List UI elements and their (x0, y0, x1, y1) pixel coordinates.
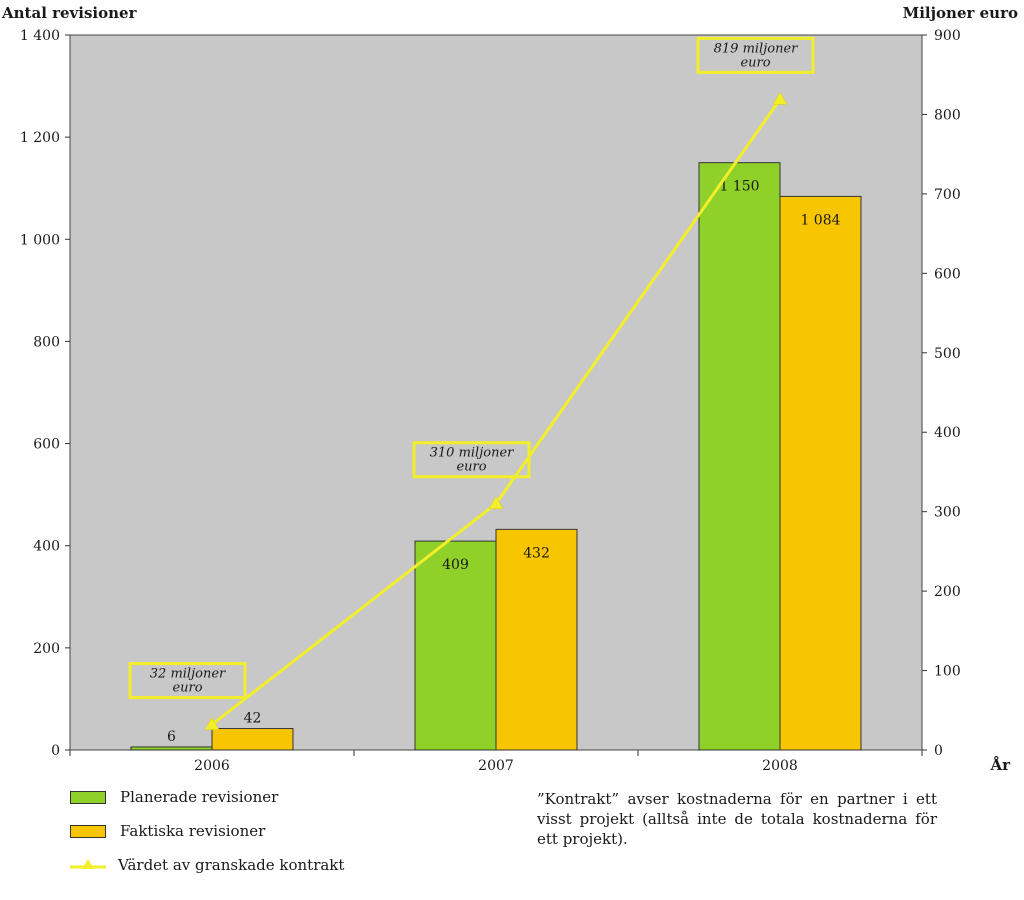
left-tick-label: 1 000 (20, 232, 60, 248)
legend-label-contract-value: Värdet av granskade kontrakt (118, 856, 345, 874)
annotation-line2: euro (740, 55, 770, 70)
right-tick-label: 100 (934, 664, 961, 680)
right-tick-label: 400 (934, 425, 961, 441)
legend-label-planned: Planerade revisioner (120, 788, 279, 806)
bar-value-label: 1 084 (800, 212, 840, 228)
right-tick-label: 0 (934, 743, 943, 759)
x-axis: 2006 2007 2008 (69, 750, 923, 774)
right-tick-label: 300 (934, 505, 961, 521)
left-axis: 0 200 400 600 800 1 000 1 200 1 400 (20, 28, 70, 759)
left-axis-title: Antal revisioner (1, 4, 138, 22)
legend: Planerade revisioner Faktiska revisioner… (70, 780, 344, 882)
right-tick-label: 700 (934, 187, 961, 203)
contract-value-marker (488, 496, 504, 509)
legend-item-actual: Faktiska revisioner (70, 814, 344, 848)
bars: 6 42 409 432 1 150 1 084 (130, 162, 862, 751)
annotation-line1: 310 miljoner (430, 446, 515, 461)
legend-item-contract-value: Värdet av granskade kontrakt (70, 848, 344, 882)
contract-value-line (204, 91, 788, 730)
x-axis-title: År (989, 756, 1011, 774)
annotation-frame (412, 441, 531, 479)
right-tick-label: 800 (934, 107, 961, 123)
contract-value-marker (204, 717, 220, 730)
footnote: ”Kontrakt” avser kostnaderna för en part… (537, 790, 937, 848)
bar-planned (130, 746, 213, 751)
legend-swatch-contract-value (70, 859, 106, 869)
right-tick-label: 600 (934, 266, 961, 282)
left-tick-label: 600 (33, 437, 60, 453)
x-tick-label: 2006 (194, 758, 230, 774)
left-tick-label: 800 (33, 334, 60, 350)
annotation-line2: euro (456, 460, 486, 475)
x-tick-label: 2007 (478, 758, 514, 774)
annotation-frame (128, 662, 247, 700)
left-tick-label: 400 (33, 539, 60, 555)
bar-value-label: 6 (167, 729, 176, 745)
bar-actual (211, 728, 294, 751)
contract-value-marker (772, 91, 788, 105)
annotation-line2: euro (172, 681, 202, 696)
right-tick-label: 200 (934, 584, 961, 600)
annotation-line1: 32 miljoner (150, 667, 226, 682)
right-axis-title: Miljoner euro (903, 4, 1018, 22)
left-tick-label: 1 200 (20, 130, 60, 146)
bar-planned (698, 162, 781, 751)
annotation-line1: 819 miljoner (714, 41, 799, 56)
legend-swatch-planned (70, 790, 106, 804)
left-tick-label: 200 (33, 641, 60, 657)
x-tick-label: 2008 (762, 758, 798, 774)
bar-value-label: 432 (523, 545, 550, 561)
right-tick-label: 900 (934, 28, 961, 44)
legend-item-planned: Planerade revisioner (70, 780, 344, 814)
chart: Antal revisioner Miljoner euro År 0 200 40… (1, 4, 1018, 774)
bar-actual (779, 195, 862, 751)
legend-label-actual: Faktiska revisioner (120, 822, 266, 840)
right-tick-label: 500 (934, 346, 961, 362)
bar-value-label: 1 150 (719, 179, 759, 195)
bar-planned (414, 540, 497, 751)
annotation-frame (696, 36, 815, 74)
bar-value-label: 409 (442, 557, 469, 573)
bar-value-label: 42 (244, 711, 262, 727)
left-tick-label: 1 400 (20, 28, 60, 44)
left-tick-label: 0 (51, 743, 60, 759)
legend-swatch-actual (70, 824, 106, 838)
bar-actual (495, 528, 578, 751)
right-axis: 0 100 200 300 400 500 600 700 800 900 (922, 28, 961, 759)
